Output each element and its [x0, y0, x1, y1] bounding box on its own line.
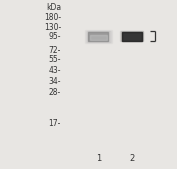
- Bar: [122, 32, 142, 41]
- Bar: [120, 31, 144, 41]
- Bar: [86, 31, 110, 42]
- Text: 28-: 28-: [49, 88, 61, 97]
- Text: 130-: 130-: [44, 22, 61, 32]
- Bar: [88, 32, 108, 41]
- Text: 95-: 95-: [48, 32, 61, 41]
- Text: kDa: kDa: [46, 3, 61, 12]
- Text: 180-: 180-: [44, 13, 61, 22]
- Text: 2: 2: [129, 153, 135, 163]
- Bar: [90, 35, 107, 40]
- Text: 34-: 34-: [48, 77, 61, 87]
- Bar: [87, 31, 110, 42]
- Text: 72-: 72-: [49, 46, 61, 55]
- Text: 43-: 43-: [48, 66, 61, 75]
- Bar: [88, 31, 109, 41]
- Bar: [85, 30, 112, 42]
- Text: 1: 1: [96, 153, 101, 163]
- Text: 17-: 17-: [49, 119, 61, 128]
- Text: 55-: 55-: [48, 55, 61, 65]
- Bar: [121, 31, 143, 41]
